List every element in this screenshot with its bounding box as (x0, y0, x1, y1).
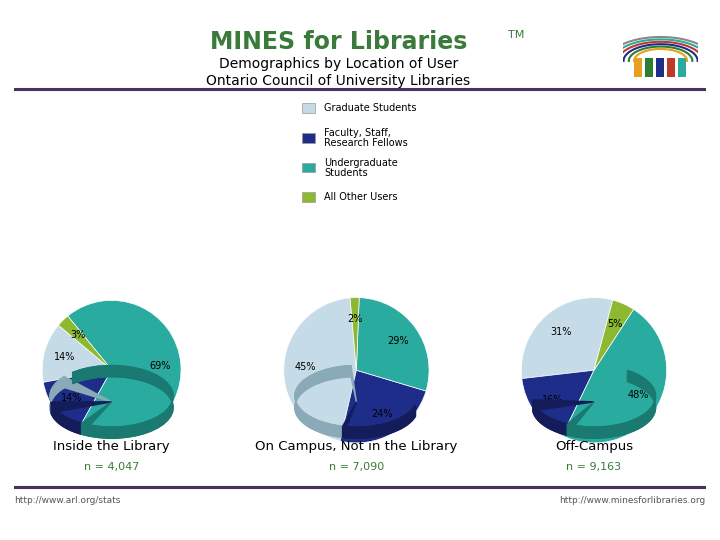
Text: MINES for Libraries: MINES for Libraries (210, 30, 467, 53)
Text: 14%: 14% (61, 393, 83, 403)
Text: 69%: 69% (149, 361, 171, 370)
Wedge shape (594, 300, 634, 370)
Text: 31%: 31% (550, 327, 572, 337)
Text: Graduate Students: Graduate Students (324, 103, 416, 113)
Text: 24%: 24% (372, 409, 392, 419)
Polygon shape (73, 366, 174, 438)
Polygon shape (533, 400, 594, 435)
Text: Students: Students (324, 168, 368, 178)
Text: http://www.arl.org/stats: http://www.arl.org/stats (14, 496, 121, 505)
Text: All Other Users: All Other Users (324, 192, 397, 202)
Text: Research Fellows: Research Fellows (324, 138, 408, 148)
Text: http://www.minesforlibraries.org: http://www.minesforlibraries.org (559, 496, 706, 505)
Text: 5%: 5% (607, 319, 622, 329)
Wedge shape (58, 316, 112, 370)
Polygon shape (73, 366, 174, 438)
Text: Inside the Library: Inside the Library (53, 440, 170, 453)
Wedge shape (522, 370, 594, 436)
Wedge shape (356, 298, 429, 391)
Text: 2%: 2% (348, 314, 363, 325)
Wedge shape (340, 370, 426, 443)
Wedge shape (521, 298, 613, 379)
Text: 48%: 48% (628, 390, 649, 400)
Text: 29%: 29% (387, 336, 408, 346)
Text: Undergraduate: Undergraduate (324, 158, 397, 168)
Text: Ontario Council of University Libraries: Ontario Council of University Libraries (207, 74, 470, 88)
Text: n = 9,163: n = 9,163 (567, 462, 621, 472)
Polygon shape (51, 402, 81, 434)
Polygon shape (294, 366, 351, 437)
Polygon shape (533, 400, 567, 435)
Polygon shape (50, 376, 112, 413)
Wedge shape (284, 298, 356, 441)
Polygon shape (294, 366, 356, 437)
Bar (634, 58, 642, 77)
Text: On Campus, Not in the Library: On Campus, Not in the Library (255, 440, 458, 453)
Bar (645, 58, 652, 77)
Wedge shape (68, 300, 181, 439)
Bar (678, 58, 685, 77)
Wedge shape (562, 309, 667, 443)
Bar (667, 58, 675, 77)
Wedge shape (350, 298, 359, 370)
Polygon shape (567, 370, 655, 438)
Wedge shape (42, 325, 112, 382)
Text: Faculty, Staff,: Faculty, Staff, (324, 129, 391, 138)
Text: n = 7,090: n = 7,090 (329, 462, 384, 472)
Text: Demographics by Location of User: Demographics by Location of User (219, 57, 458, 71)
Polygon shape (51, 402, 112, 434)
Polygon shape (343, 402, 415, 438)
Bar (656, 58, 664, 77)
Polygon shape (343, 405, 415, 438)
Polygon shape (567, 370, 655, 438)
Text: TM: TM (508, 30, 524, 40)
Text: n = 4,047: n = 4,047 (84, 462, 139, 472)
Text: Off-Campus: Off-Campus (555, 440, 633, 453)
Text: 3%: 3% (70, 330, 85, 340)
Wedge shape (43, 370, 112, 430)
Text: 45%: 45% (295, 362, 316, 372)
Text: 14%: 14% (54, 353, 76, 362)
Text: 16%: 16% (542, 395, 563, 404)
Polygon shape (50, 376, 64, 413)
